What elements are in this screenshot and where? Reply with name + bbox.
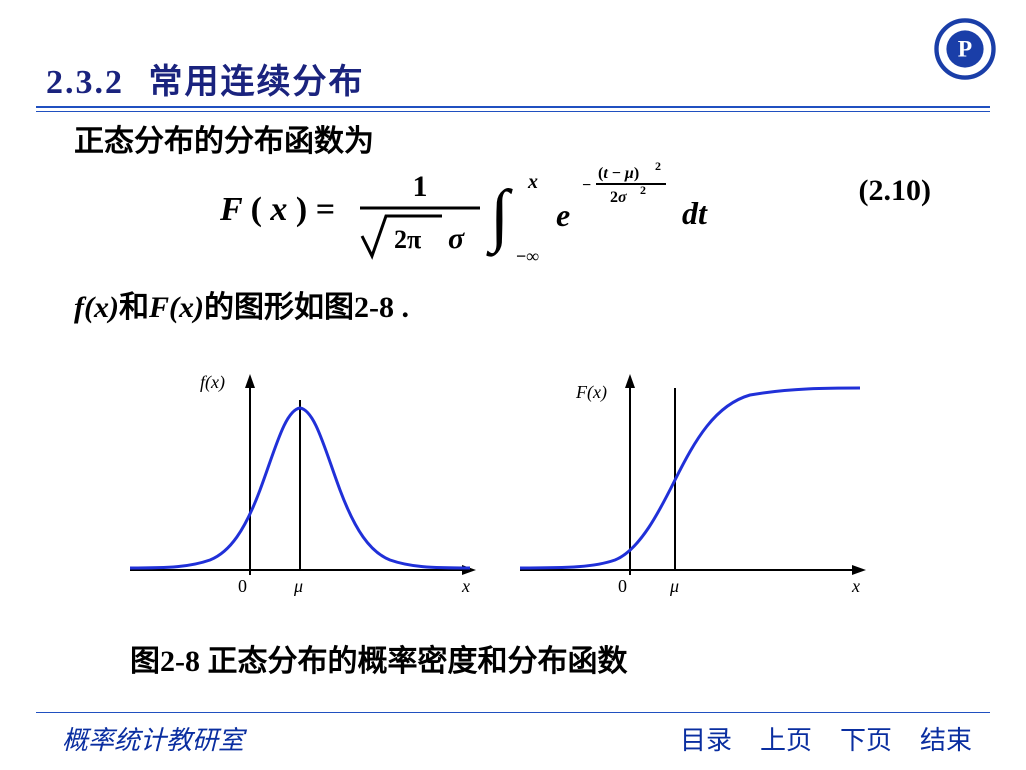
institution-logo: P: [934, 18, 996, 80]
section-title-text: 常用连续分布: [149, 64, 365, 101]
footer: 概率统计教研室 目录 上页 下页 结束: [0, 720, 1026, 756]
section-number: 2.3.2: [46, 64, 124, 101]
pdf-zero: 0: [238, 576, 247, 596]
cdf-chart: F(x) 0 μ x: [500, 360, 880, 620]
equation-number: (2.10): [859, 174, 931, 208]
footer-nav: 目录 上页 下页 结束: [680, 720, 972, 757]
charts-row: f(x) 0 μ x F(x) 0 μ: [110, 360, 880, 620]
nav-toc[interactable]: 目录: [680, 720, 732, 757]
eq-sigma: σ: [448, 222, 465, 255]
pdf-xlabel: x: [461, 576, 470, 596]
eq-x: x: [269, 191, 287, 228]
eq-frac-num: 1: [413, 170, 428, 203]
logo-letter: P: [958, 36, 972, 62]
eq-2pi: 2π: [394, 225, 421, 254]
line2-fx: f(x): [74, 291, 119, 324]
body-line-2: f(x)和F(x)的图形如图2-8 .: [74, 282, 409, 326]
eq-exp-den-pow: 2: [640, 183, 646, 197]
eq-int-upper: x: [527, 171, 538, 193]
line2-and: 和: [119, 291, 149, 324]
slide: P 2.3.2 常用连续分布 正态分布的分布函数为 F ( x ) = 1 2π…: [0, 0, 1026, 770]
nav-end[interactable]: 结束: [920, 720, 972, 757]
eq-F: F: [219, 191, 243, 228]
logo-svg: P: [934, 18, 996, 80]
pdf-mu: μ: [293, 576, 303, 596]
equation-svg: F ( x ) = 1 2π σ ∫ x −∞ e − (t − μ): [210, 160, 910, 270]
cdf-zero: 0: [618, 576, 627, 596]
line2-suffix: 的图形如图2-8 .: [204, 291, 409, 324]
line2-Fx: F(x): [149, 291, 204, 324]
cdf-mu: μ: [669, 576, 679, 596]
figure-caption: 图2-8 正态分布的概率密度和分布函数: [130, 636, 628, 680]
svg-text:∫: ∫: [486, 177, 513, 257]
svg-text:2σ: 2σ: [610, 189, 627, 206]
eq-e: e: [556, 197, 570, 233]
cdf-xlabel: x: [851, 576, 860, 596]
section-title: 2.3.2 常用连续分布: [46, 54, 365, 103]
svg-text:F ( x: F ( x ) =: [219, 191, 335, 228]
nav-prev[interactable]: 上页: [760, 720, 812, 757]
footer-left-text: 概率统计教研室: [62, 720, 244, 757]
pdf-chart: f(x) 0 μ x: [110, 360, 490, 620]
cdf-curve: [520, 388, 860, 568]
pdf-ylabel: f(x): [200, 372, 225, 393]
cdf-ylabel: F(x): [575, 382, 607, 403]
equation-block: F ( x ) = 1 2π σ ∫ x −∞ e − (t − μ): [210, 160, 910, 270]
eq-dt: dt: [682, 195, 708, 231]
svg-text:(t − μ): (t − μ): [598, 165, 639, 182]
nav-next[interactable]: 下页: [840, 720, 892, 757]
footer-rule: [36, 712, 990, 713]
eq-exp-minus: −: [582, 177, 591, 194]
eq-int-lower: −∞: [516, 246, 539, 266]
title-rule: [36, 106, 990, 112]
eq-exp-num-pow: 2: [655, 159, 661, 173]
body-line-1: 正态分布的分布函数为: [74, 116, 374, 160]
